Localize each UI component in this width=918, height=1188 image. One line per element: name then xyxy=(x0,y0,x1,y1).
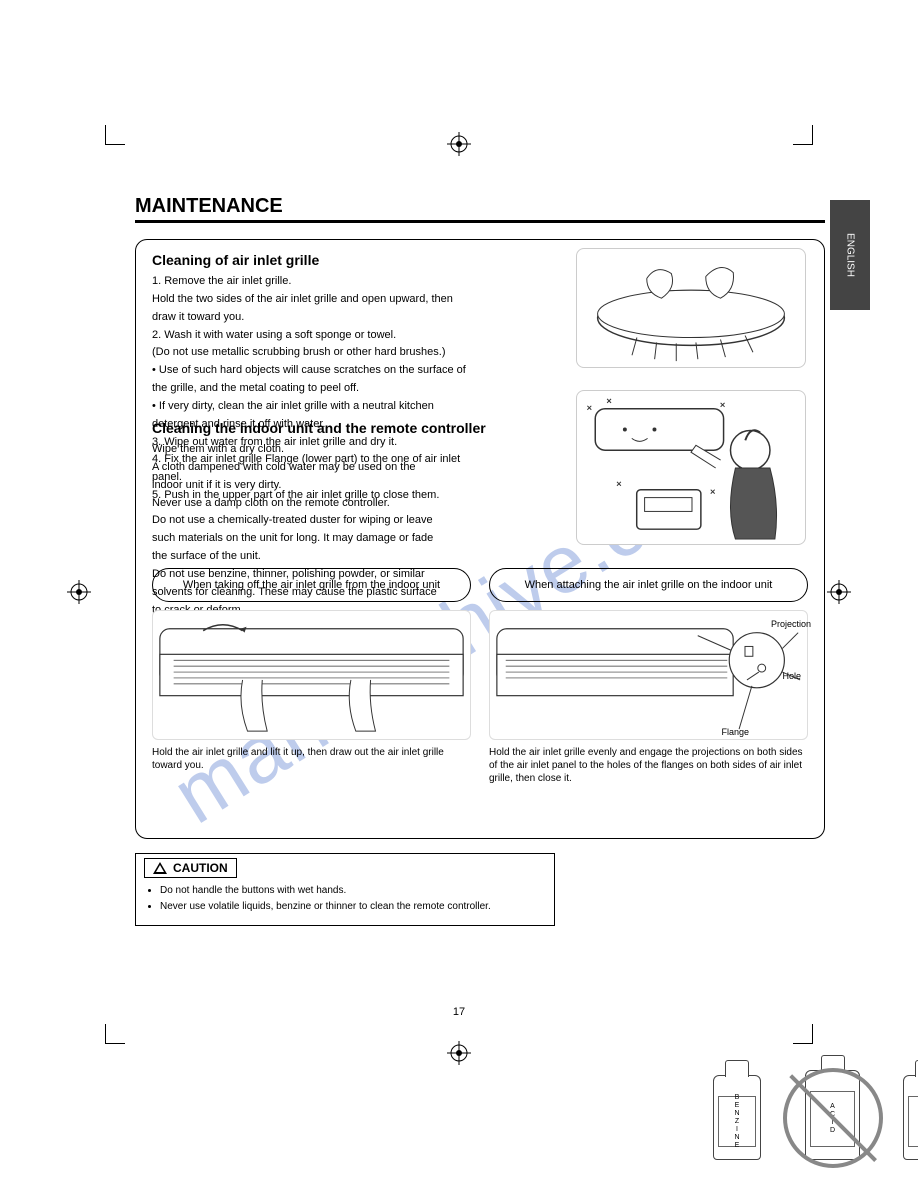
caution-item: Do not handle the buttons with wet hands… xyxy=(160,884,546,898)
registration-mark-icon xyxy=(67,580,91,604)
body-text: the grille, and the metal coating to pee… xyxy=(152,381,542,396)
pill-heading: When attaching the air inlet grille on t… xyxy=(489,568,808,602)
body-text: such materials on the unit for long. It … xyxy=(152,531,486,546)
callout-hole: Hole xyxy=(782,671,801,681)
section-heading: Cleaning the indoor unit and the remote … xyxy=(152,420,486,436)
bottle-thinner: THINNER xyxy=(903,1075,918,1160)
body-text: A cloth dampened with cold water may be … xyxy=(152,460,486,475)
body-text: 2. Wash it with water using a soft spong… xyxy=(152,328,542,343)
callout-flange: Flange xyxy=(721,727,749,737)
page-number: 17 xyxy=(453,1006,465,1018)
body-text: (Do not use metallic scrubbing brush or … xyxy=(152,345,542,360)
pill-heading: When taking off the air inlet grille fro… xyxy=(152,568,471,602)
figure-unit-remove xyxy=(152,610,471,740)
col-note: Hold the air inlet grille evenly and eng… xyxy=(489,746,808,785)
body-text: Hold the two sides of the air inlet gril… xyxy=(152,292,542,307)
figure-cleaning-unit xyxy=(576,390,806,545)
col-note: Hold the air inlet grille and lift it up… xyxy=(152,746,471,772)
prohibited-icon xyxy=(783,1068,883,1168)
grille-instructions-columns: When taking off the air inlet grille fro… xyxy=(152,568,808,785)
body-text: indoor unit if it is very dirty. xyxy=(152,478,486,493)
body-text: Do not use a chemically-treated duster f… xyxy=(152,513,486,528)
figure-chemical-bottles: BENZINE ACID THINNER xyxy=(705,1045,918,1160)
caution-box: CAUTION Do not handle the buttons with w… xyxy=(135,853,555,926)
bottle-label: BENZINE xyxy=(718,1096,756,1147)
crop-mark xyxy=(793,140,813,145)
body-text: • If very dirty, clean the air inlet gri… xyxy=(152,399,542,414)
registration-mark-icon xyxy=(447,132,471,156)
body-text: 1. Remove the air inlet grille. xyxy=(152,274,542,289)
instruction-panel: Cleaning of air inlet grille 1. Remove t… xyxy=(135,239,825,839)
page-content: MAINTENANCE Cleaning of air inlet grille… xyxy=(135,195,825,926)
callout-projection: Projection xyxy=(771,619,811,629)
figure-unit-attach: Projection Hole Flange xyxy=(489,610,808,740)
col-attach-grille: When attaching the air inlet grille on t… xyxy=(489,568,808,785)
body-text: Never use a damp cloth on the remote con… xyxy=(152,496,486,511)
caution-list: Do not handle the buttons with wet hands… xyxy=(144,884,546,913)
bottle-label: THINNER xyxy=(908,1096,918,1147)
col-remove-grille: When taking off the air inlet grille fro… xyxy=(152,568,471,785)
body-text: Wipe them with a dry cloth. xyxy=(152,442,486,457)
page-title: MAINTENANCE xyxy=(135,195,825,218)
title-bar: MAINTENANCE xyxy=(135,195,825,223)
caution-heading: CAUTION xyxy=(144,858,237,878)
crop-mark xyxy=(105,140,125,145)
body-text: the surface of the unit. xyxy=(152,549,486,564)
warning-icon xyxy=(153,862,167,874)
body-text: • Use of such hard objects will cause sc… xyxy=(152,363,542,378)
language-tab-label: ENGLISH xyxy=(845,233,856,277)
registration-mark-icon xyxy=(447,1041,471,1065)
language-tab: ENGLISH xyxy=(830,200,870,310)
caution-item: Never use volatile liquids, benzine or t… xyxy=(160,900,546,914)
figure-washing-grille xyxy=(576,248,806,368)
caution-label: CAUTION xyxy=(173,861,228,875)
registration-mark-icon xyxy=(827,580,851,604)
body-text: draw it toward you. xyxy=(152,310,542,325)
bottle-benzine: BENZINE xyxy=(713,1075,761,1160)
crop-mark xyxy=(105,1043,125,1048)
